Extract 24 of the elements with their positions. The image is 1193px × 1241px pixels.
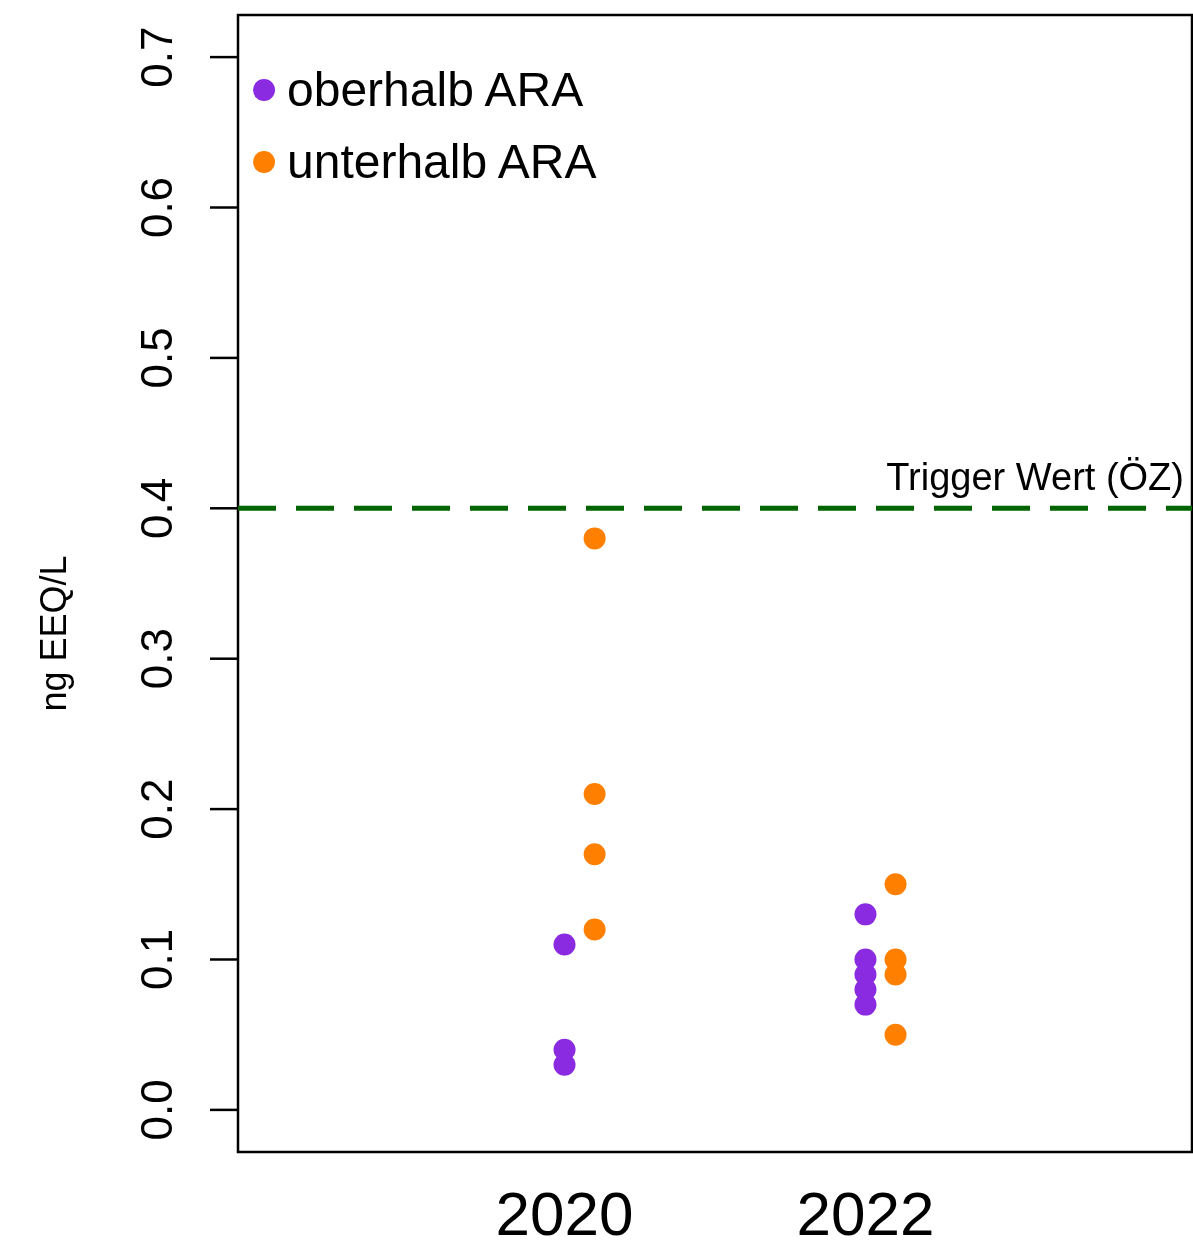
point [583,783,606,806]
y-tick-label: 0.4 [132,477,181,539]
point [854,903,877,926]
y-tick-label: 0.7 [132,26,181,88]
point [553,933,576,956]
point [884,963,907,986]
y-tick-label: 0.3 [132,628,181,690]
y-tick-label: 0.6 [132,176,181,239]
y-tick-label: 0.0 [132,1079,181,1141]
ref-line-label: Trigger Wert (ÖZ) [886,456,1184,499]
point [884,873,907,896]
y-tick-label: 0.1 [132,928,181,991]
legend-label: oberhalb ARA [287,63,584,116]
x-tick-label: 2020 [495,1179,634,1241]
y-axis-title: ng EEQ/L [33,555,74,712]
point [854,993,877,1016]
y-tick-label: 0.5 [132,327,181,389]
point [583,527,606,550]
point [884,1023,907,1046]
point [583,918,606,941]
y-tick-label: 0.2 [132,778,181,840]
legend-label: unterhalb ARA [287,135,597,188]
x-tick-label: 2022 [796,1179,935,1241]
point [583,843,606,866]
